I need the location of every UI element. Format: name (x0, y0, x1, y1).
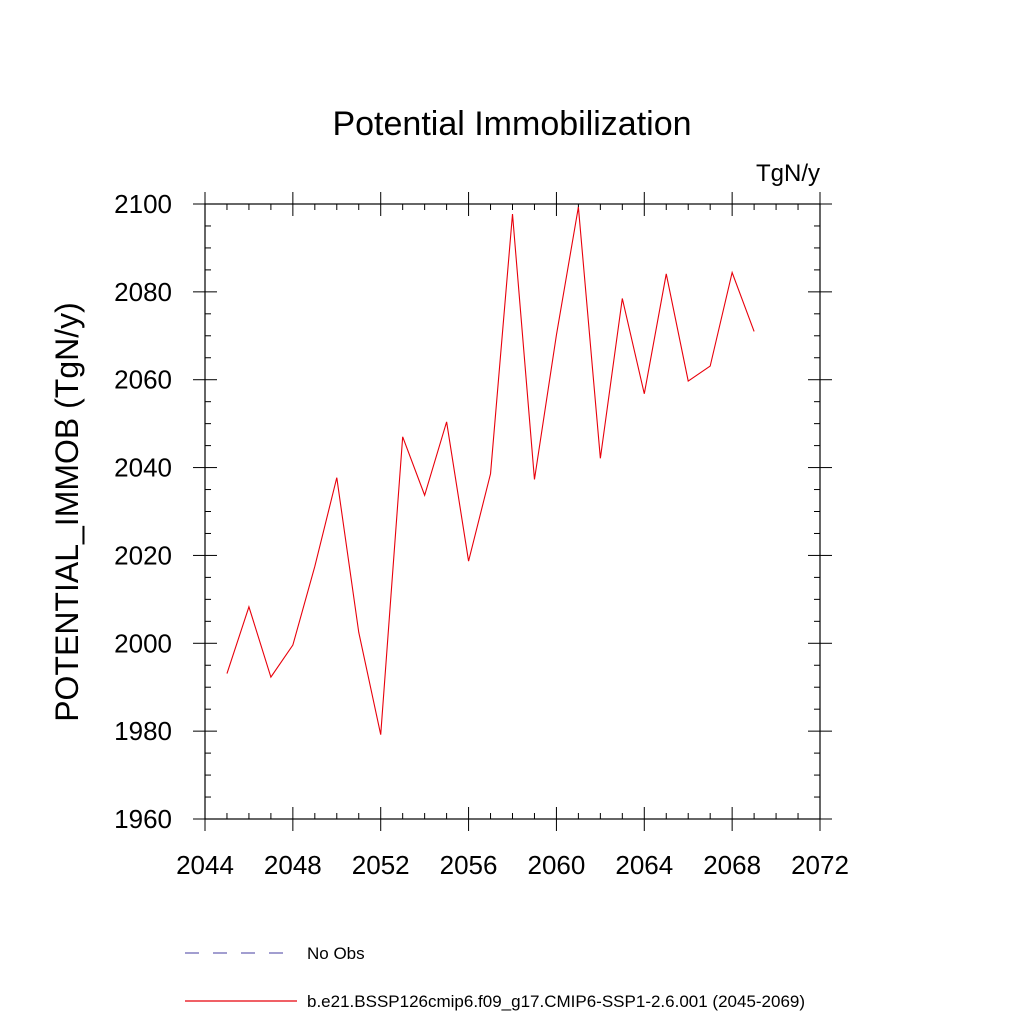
y-tick-label: 2060 (114, 365, 172, 395)
x-tick-label: 2060 (528, 850, 586, 880)
y-tick-label: 2000 (114, 628, 172, 658)
plot-frame (204, 203, 821, 820)
x-tick-label: 2052 (352, 850, 410, 880)
x-tick-label: 2064 (615, 850, 673, 880)
x-tick-label: 2068 (703, 850, 761, 880)
axis-tick-labels: 2044 2048 2052 2056 2060 2064 2068 2072 1960 1980… (114, 189, 849, 880)
x-tick-label: 2056 (440, 850, 498, 880)
legend-label-model: b.e21.BSSP126cmip6.f09_g17.CMIP6-SSP1-2.… (307, 992, 805, 1011)
chart-title: Potential Immobilization (332, 105, 691, 143)
x-tick-label: 2072 (791, 850, 849, 880)
series-line-0 (226, 206, 755, 735)
y-tick-label: 2040 (114, 453, 172, 483)
y-tick-label: 2020 (114, 540, 172, 570)
y-tick-label: 1980 (114, 716, 172, 746)
y-tick-label: 2100 (114, 189, 172, 219)
y-tick-label: 2080 (114, 277, 172, 307)
axis-ticks (193, 192, 832, 831)
series-lines (226, 206, 755, 735)
legend: No Obs b.e21.BSSP126cmip6.f09_g17.CMIP6-… (185, 944, 805, 1011)
units-label: TgN/y (756, 160, 820, 187)
y-tick-label: 1960 (114, 804, 172, 834)
x-tick-label: 2044 (176, 850, 234, 880)
y-axis-label: POTENTIAL_IMMOB (TgN/y) (49, 302, 85, 722)
legend-label-no-obs: No Obs (307, 944, 365, 963)
x-tick-label: 2048 (264, 850, 322, 880)
